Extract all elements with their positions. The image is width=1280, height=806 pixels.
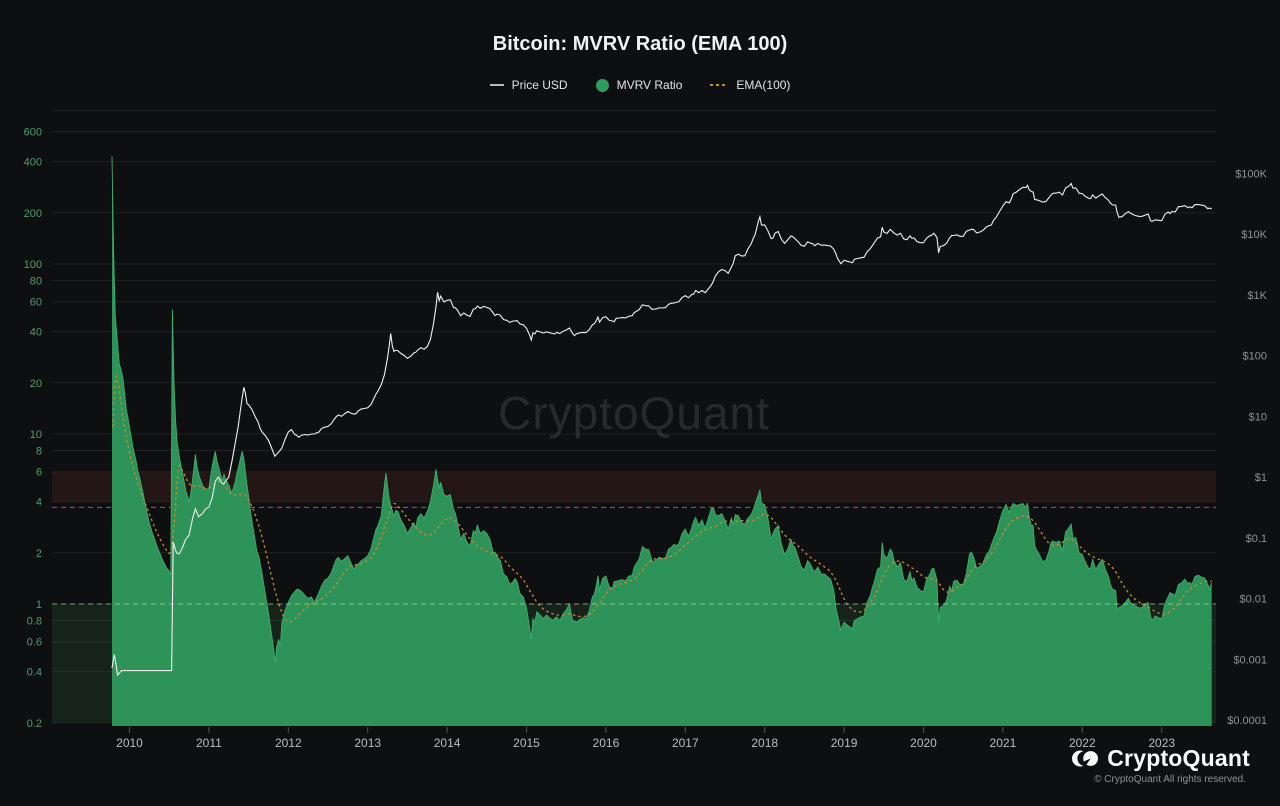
x-axis-year-label: 2015: [513, 736, 540, 750]
right-axis-tick-label: $0.01: [1239, 594, 1267, 606]
cryptoquant-logo-icon: [1072, 750, 1099, 767]
x-axis-year-label: 2014: [434, 736, 461, 750]
x-axis-year-label: 2023: [1148, 736, 1175, 750]
right-axis-tick-label: $0.001: [1233, 654, 1267, 666]
left-axis-tick-label: 0.8: [27, 616, 42, 628]
x-axis-year-label: 2018: [751, 736, 778, 750]
legend-item-ema100[interactable]: EMA(100): [710, 78, 790, 92]
left-axis-tick-label: 4: [36, 497, 42, 509]
right-axis-tick-label: $10: [1249, 411, 1267, 423]
left-axis-tick-label: 600: [24, 127, 42, 139]
right-axis-tick-label: $0.1: [1246, 533, 1267, 545]
ema100-line-series[interactable]: [112, 374, 1212, 623]
x-axis-year-label: 2010: [116, 736, 143, 750]
right-axis-tick-label: $0.0001: [1227, 715, 1267, 727]
left-axis-tick-label: 0.4: [27, 667, 42, 679]
right-axis-tick-label: $10K: [1241, 229, 1267, 241]
left-axis-tick-label: 1: [36, 599, 42, 611]
x-axis-year-label: 2019: [831, 736, 858, 750]
left-axis-tick-label: 0.6: [27, 637, 42, 649]
left-axis-tick-label: 400: [24, 157, 42, 169]
left-axis-tick-label: 60: [30, 297, 42, 309]
chart-legend: Price USD MVRV Ratio EMA(100): [0, 78, 1280, 92]
ema-dashed-marker-icon: [710, 84, 729, 86]
left-axis-tick-label: 80: [30, 276, 42, 288]
page-title: Bitcoin: MVRV Ratio (EMA 100): [492, 33, 788, 55]
x-axis-year-label: 2020: [910, 736, 937, 750]
left-axis-tick-label: 8: [36, 446, 42, 458]
x-axis-year-label: 2017: [672, 736, 699, 750]
right-axis-tick-label: $1K: [1247, 290, 1267, 302]
legend-label: Price USD: [511, 78, 568, 92]
legend-label: MVRV Ratio: [616, 78, 683, 92]
price-line-series[interactable]: [111, 182, 1212, 677]
right-axis-tick-label: $100: [1243, 351, 1267, 363]
x-axis-year-label: 2011: [196, 736, 222, 750]
brand-name: CryptoQuant: [1107, 745, 1250, 771]
x-axis-year-label: 2013: [354, 736, 381, 750]
right-axis-tick-label: $1: [1255, 472, 1267, 484]
price-line-marker-icon: [489, 84, 504, 86]
left-axis-tick-label: 100: [24, 259, 42, 271]
left-axis-tick-label: 2: [36, 548, 42, 560]
legend-item-mvrv-ratio[interactable]: MVRV Ratio: [595, 78, 683, 92]
left-axis-tick-label: 20: [30, 378, 42, 390]
footer-branding: CryptoQuant © CryptoQuant All rights res…: [1071, 745, 1250, 785]
left-axis-tick-label: 40: [30, 327, 42, 339]
copyright-text: © CryptoQuant All rights reserved.: [1094, 774, 1246, 785]
left-axis-tick-label: 10: [30, 429, 42, 441]
x-axis-year-label: 2022: [1069, 736, 1096, 750]
mvrv-circle-marker-icon: [595, 78, 609, 92]
x-axis-year-label: 2021: [990, 736, 1017, 750]
left-axis-tick-label: 6: [36, 467, 42, 479]
left-axis-tick-label: 200: [24, 208, 42, 220]
right-axis-tick-label: $100K: [1235, 168, 1267, 180]
legend-label: EMA(100): [736, 78, 791, 92]
legend-item-price-usd[interactable]: Price USD: [489, 78, 568, 92]
brand-row[interactable]: CryptoQuant: [1071, 745, 1250, 772]
x-axis-year-label: 2016: [593, 736, 620, 750]
left-axis-tick-label: 0.2: [27, 718, 42, 730]
x-axis-year-label: 2012: [275, 736, 302, 750]
